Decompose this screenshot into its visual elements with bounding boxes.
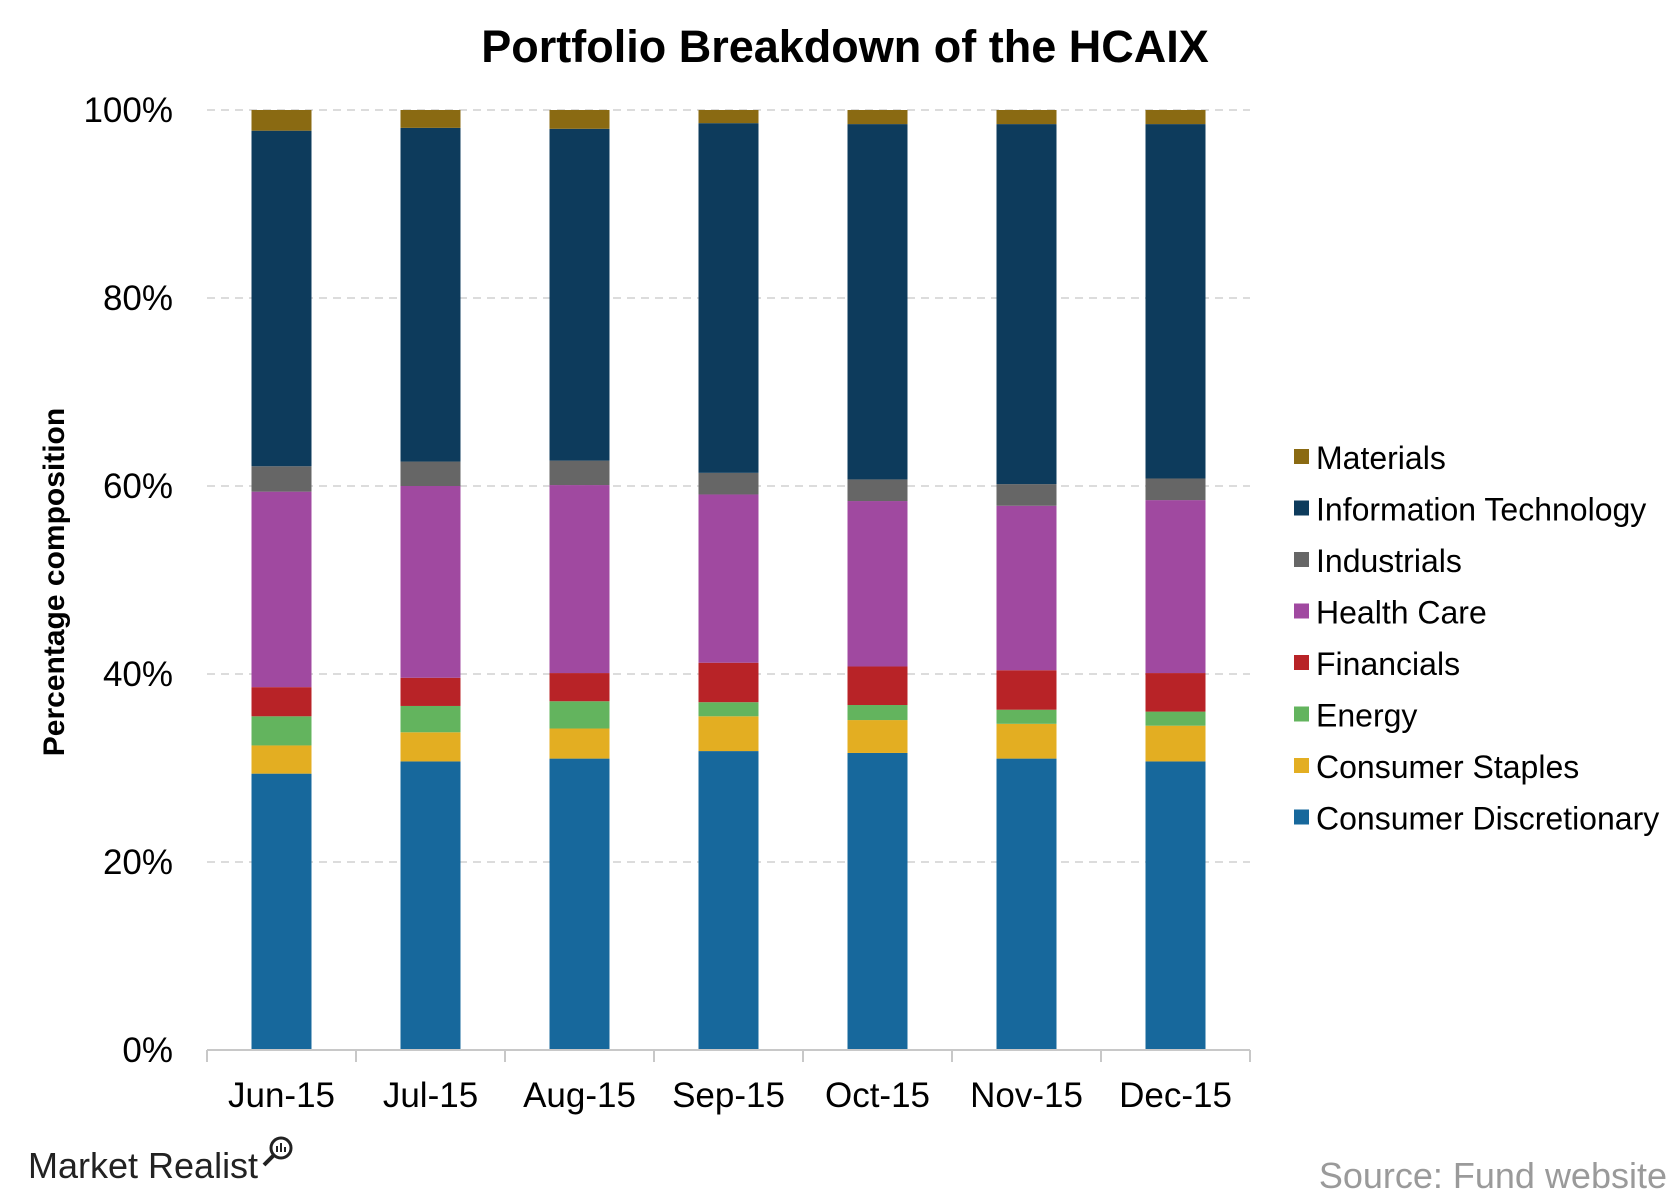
bar-segment xyxy=(996,723,1057,759)
chart-title: Portfolio Breakdown of the HCAIX xyxy=(481,21,1209,72)
bar-segment xyxy=(847,720,908,753)
bar-segment xyxy=(251,716,312,746)
bar-segment xyxy=(996,709,1057,724)
bar-segment xyxy=(1145,725,1206,762)
legend-label: Consumer Staples xyxy=(1316,749,1579,785)
axes-group: 0% 20% 40% 60% 80% 100% Jun-15 Jul-15 Aug-15 Sep-… xyxy=(83,91,1251,1115)
y-tick-label: 20% xyxy=(103,843,173,882)
bar-segment xyxy=(1145,110,1206,125)
bar-segment xyxy=(400,677,461,706)
bar-segment xyxy=(400,127,461,462)
bar-segment xyxy=(400,732,461,762)
bar-segment xyxy=(698,494,759,663)
bar-segment xyxy=(400,486,461,678)
bar-segment xyxy=(698,110,759,124)
bar-segment xyxy=(698,751,759,1050)
legend-label: Information Technology xyxy=(1316,492,1646,528)
bar-segment xyxy=(251,491,312,688)
y-axis-label: Percentage composition xyxy=(38,408,71,756)
bar-segment xyxy=(996,758,1057,1050)
bar-segment xyxy=(251,110,312,131)
x-tick-label: Oct-15 xyxy=(825,1076,930,1115)
bar-segment xyxy=(549,673,610,702)
y-tick-label: 80% xyxy=(103,279,173,318)
bar-segment xyxy=(996,124,1057,485)
legend-swatch xyxy=(1294,758,1309,773)
bar-segment xyxy=(847,110,908,125)
bar-segment xyxy=(549,758,610,1050)
x-tick-label: Sep-15 xyxy=(672,1076,785,1115)
bar-segment xyxy=(1145,711,1206,726)
bar-segment xyxy=(996,110,1057,125)
bar-segment xyxy=(251,466,312,492)
legend-label: Materials xyxy=(1316,440,1446,476)
y-tick-label: 60% xyxy=(103,467,173,506)
source-note: Source: Fund website xyxy=(1319,1155,1667,1196)
bar-segment xyxy=(996,484,1057,506)
bar-segment xyxy=(1145,673,1206,712)
bar-segment xyxy=(847,705,908,721)
bar-segment xyxy=(847,666,908,706)
x-tick-label: Jul-15 xyxy=(383,1076,478,1115)
legend-label: Industrials xyxy=(1316,543,1462,579)
bar-segment xyxy=(996,670,1057,710)
legend-swatch xyxy=(1294,603,1309,619)
bar-segment xyxy=(996,505,1057,671)
bar-segment xyxy=(400,761,461,1050)
legend-label: Energy xyxy=(1316,698,1417,734)
bar-segment xyxy=(1145,478,1206,501)
legend-swatch xyxy=(1294,655,1309,670)
bar-segment xyxy=(549,110,610,129)
bar-segment xyxy=(698,123,759,473)
bar-segment xyxy=(847,501,908,667)
bar-segment xyxy=(400,110,461,128)
bar-segment xyxy=(251,745,312,774)
bar-segment xyxy=(847,752,908,1050)
bar-segment xyxy=(847,124,908,480)
bar-segment xyxy=(400,461,461,486)
legend-swatch xyxy=(1294,500,1309,516)
y-tick-label: 100% xyxy=(83,91,173,130)
bar-segment xyxy=(698,472,759,495)
x-tick-label: Nov-15 xyxy=(970,1076,1083,1115)
x-tick-label: Jun-15 xyxy=(228,1076,335,1115)
legend-swatch xyxy=(1294,809,1309,825)
magnifier-chart-icon xyxy=(262,1136,293,1167)
bar-segment xyxy=(847,479,908,502)
x-tick-label: Aug-15 xyxy=(523,1076,636,1115)
bar-segment xyxy=(698,702,759,717)
bar-segment xyxy=(549,728,610,759)
bar-segment xyxy=(549,485,610,674)
legend-label: Consumer Discretionary xyxy=(1316,801,1659,837)
bars-group xyxy=(251,110,1206,1050)
legend-swatch xyxy=(1294,449,1309,464)
bar-segment xyxy=(251,773,312,1050)
y-tick-label: 0% xyxy=(122,1031,173,1070)
y-tick-label: 40% xyxy=(103,655,173,694)
bar-segment xyxy=(549,460,610,486)
market-realist-logo: Market Realist xyxy=(28,1136,293,1186)
bar-segment xyxy=(549,128,610,461)
bar-segment xyxy=(1145,124,1206,479)
legend-swatch xyxy=(1294,706,1309,722)
legend-label: Financials xyxy=(1316,646,1460,682)
x-tick-label: Dec-15 xyxy=(1119,1076,1232,1115)
bar-segment xyxy=(251,130,312,467)
legend-swatch xyxy=(1294,552,1309,567)
bar-segment xyxy=(400,705,461,733)
bar-segment xyxy=(251,687,312,717)
legend-label: Health Care xyxy=(1316,595,1487,631)
bar-segment xyxy=(1145,761,1206,1050)
bar-segment xyxy=(549,701,610,729)
brand-name: Market Realist xyxy=(28,1145,258,1186)
legend: Materials Information Technology Industria… xyxy=(1294,440,1659,837)
bar-segment xyxy=(1145,500,1206,674)
bar-segment xyxy=(698,662,759,703)
bar-segment xyxy=(698,716,759,752)
